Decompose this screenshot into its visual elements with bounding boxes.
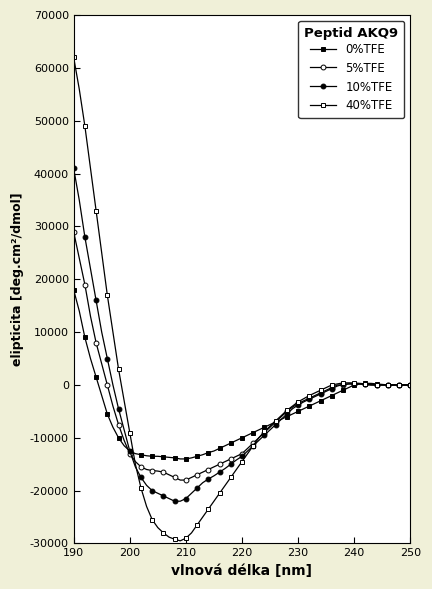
5%TFE xyxy=(178,477,183,484)
40%TFE xyxy=(279,412,284,419)
0%TFE xyxy=(279,416,284,423)
10%TFE xyxy=(194,485,200,492)
0%TFE xyxy=(256,426,261,434)
X-axis label: vlnová délka [nm]: vlnová délka [nm] xyxy=(172,564,312,578)
0%TFE xyxy=(368,380,374,387)
5%TFE xyxy=(408,382,413,389)
Legend: 0%TFE, 5%TFE, 10%TFE, 40%TFE: 0%TFE, 5%TFE, 10%TFE, 40%TFE xyxy=(299,21,404,118)
40%TFE xyxy=(149,516,155,523)
Line: 10%TFE: 10%TFE xyxy=(71,166,413,504)
40%TFE xyxy=(138,485,143,492)
0%TFE xyxy=(178,455,183,462)
40%TFE xyxy=(194,521,200,528)
10%TFE xyxy=(71,165,76,172)
10%TFE xyxy=(368,382,374,389)
Line: 40%TFE: 40%TFE xyxy=(71,55,413,543)
5%TFE xyxy=(279,413,284,420)
5%TFE xyxy=(368,382,374,389)
40%TFE xyxy=(71,54,76,61)
Line: 5%TFE: 5%TFE xyxy=(71,229,413,482)
10%TFE xyxy=(279,416,284,423)
0%TFE xyxy=(71,286,76,293)
10%TFE xyxy=(149,487,155,494)
10%TFE xyxy=(256,437,261,444)
10%TFE xyxy=(408,382,413,389)
5%TFE xyxy=(149,467,155,474)
0%TFE xyxy=(138,451,143,458)
0%TFE xyxy=(408,382,413,389)
5%TFE xyxy=(138,464,143,471)
5%TFE xyxy=(194,471,200,478)
40%TFE xyxy=(408,382,413,389)
40%TFE xyxy=(256,434,261,441)
40%TFE xyxy=(178,537,183,544)
5%TFE xyxy=(256,434,261,441)
10%TFE xyxy=(138,474,143,481)
40%TFE xyxy=(368,381,374,388)
0%TFE xyxy=(149,453,155,460)
0%TFE xyxy=(194,453,200,460)
10%TFE xyxy=(172,498,177,505)
5%TFE xyxy=(71,228,76,235)
Line: 0%TFE: 0%TFE xyxy=(71,287,413,461)
Y-axis label: elipticita [deg.cm²/dmol]: elipticita [deg.cm²/dmol] xyxy=(11,193,24,366)
